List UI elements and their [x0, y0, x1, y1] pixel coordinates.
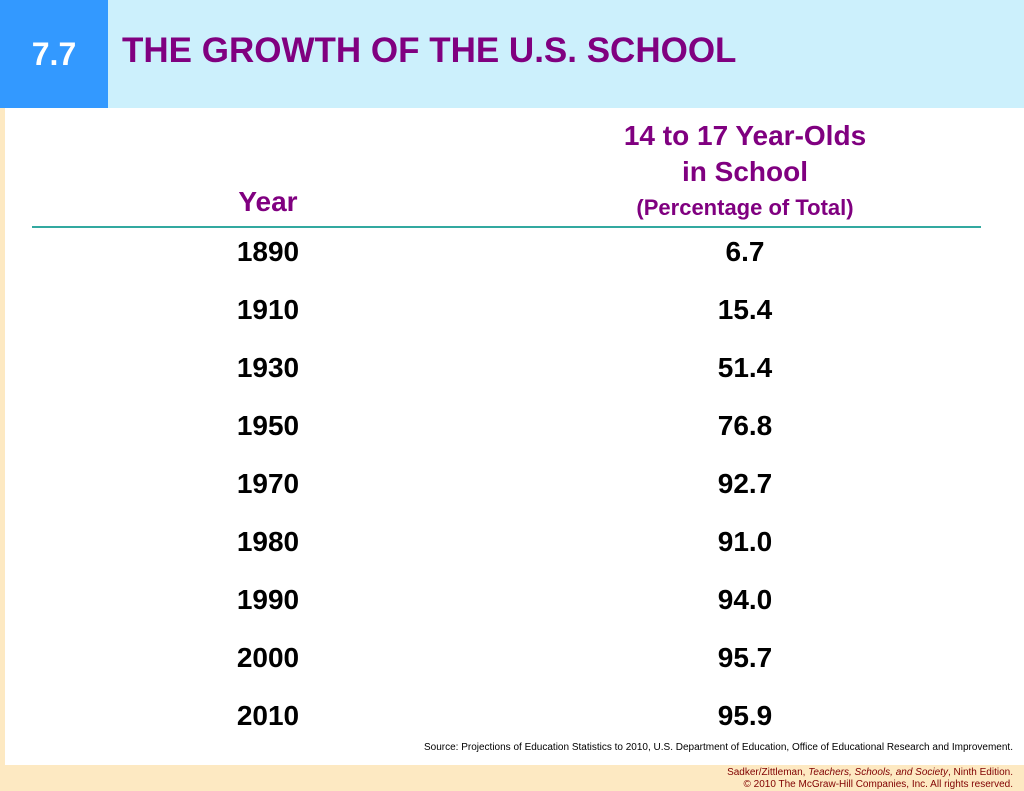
year-cell: 1980 — [236, 526, 300, 557]
table-row: 1970 92.7 — [0, 468, 1024, 526]
year-cell: 1990 — [236, 584, 300, 615]
table-row: 1990 94.0 — [0, 584, 1024, 642]
year-cell: 1950 — [236, 410, 300, 441]
percent-column-header-line3: (Percentage of Total) — [636, 195, 854, 220]
footer-credit: Sadker/Zittleman, Teachers, Schools, and… — [727, 767, 1013, 791]
source-note: Source: Projections of Education Statist… — [423, 742, 1013, 753]
left-accent-strip — [0, 108, 5, 765]
table-row: 2000 95.7 — [0, 642, 1024, 700]
percent-cell: 76.8 — [717, 410, 773, 441]
table-row: 1950 76.8 — [0, 410, 1024, 468]
header-divider — [32, 226, 981, 228]
citation-book-title: Teachers, Schools, and Society — [808, 767, 948, 778]
table-row: 2010 95.9 — [0, 700, 1024, 758]
slide-number-badge: 7.7 — [0, 0, 108, 108]
percent-cell: 92.7 — [717, 468, 773, 499]
percent-cell: 91.0 — [717, 526, 773, 557]
table-row: 1910 15.4 — [0, 294, 1024, 352]
footer-bar — [0, 765, 1024, 791]
percent-column-header-line2: in School — [682, 156, 808, 187]
table-row: 1890 6.7 — [0, 236, 1024, 294]
citation-line: Sadker/Zittleman, Teachers, Schools, and… — [727, 767, 1013, 779]
percent-cell: 94.0 — [717, 584, 773, 615]
slide-title: THE GROWTH OF THE U.S. SCHOOL — [122, 31, 737, 70]
year-column-header: Year — [238, 186, 298, 217]
year-cell: 1970 — [236, 468, 300, 499]
year-cell: 2010 — [236, 700, 300, 731]
year-cell: 1890 — [236, 236, 300, 267]
percent-cell: 15.4 — [717, 294, 773, 325]
header-bar — [0, 0, 1024, 108]
percent-cell: 6.7 — [725, 236, 765, 267]
percent-column-header-line1: 14 to 17 Year-Olds — [623, 120, 867, 151]
year-cell: 1910 — [236, 294, 300, 325]
table-row: 1930 51.4 — [0, 352, 1024, 410]
citation-edition: , Ninth Edition. — [947, 767, 1013, 778]
year-cell: 1930 — [236, 352, 300, 383]
year-cell: 2000 — [236, 642, 300, 673]
percent-cell: 95.9 — [717, 700, 773, 731]
table-row: 1980 91.0 — [0, 526, 1024, 584]
citation-authors: Sadker/Zittleman, — [727, 767, 809, 778]
data-table-body: 1890 6.7 1910 15.4 1930 51.4 1950 76.8 1… — [0, 236, 1024, 758]
percent-cell: 51.4 — [717, 352, 773, 383]
percent-cell: 95.7 — [717, 642, 773, 673]
copyright-line: © 2010 The McGraw-Hill Companies, Inc. A… — [743, 779, 1013, 790]
